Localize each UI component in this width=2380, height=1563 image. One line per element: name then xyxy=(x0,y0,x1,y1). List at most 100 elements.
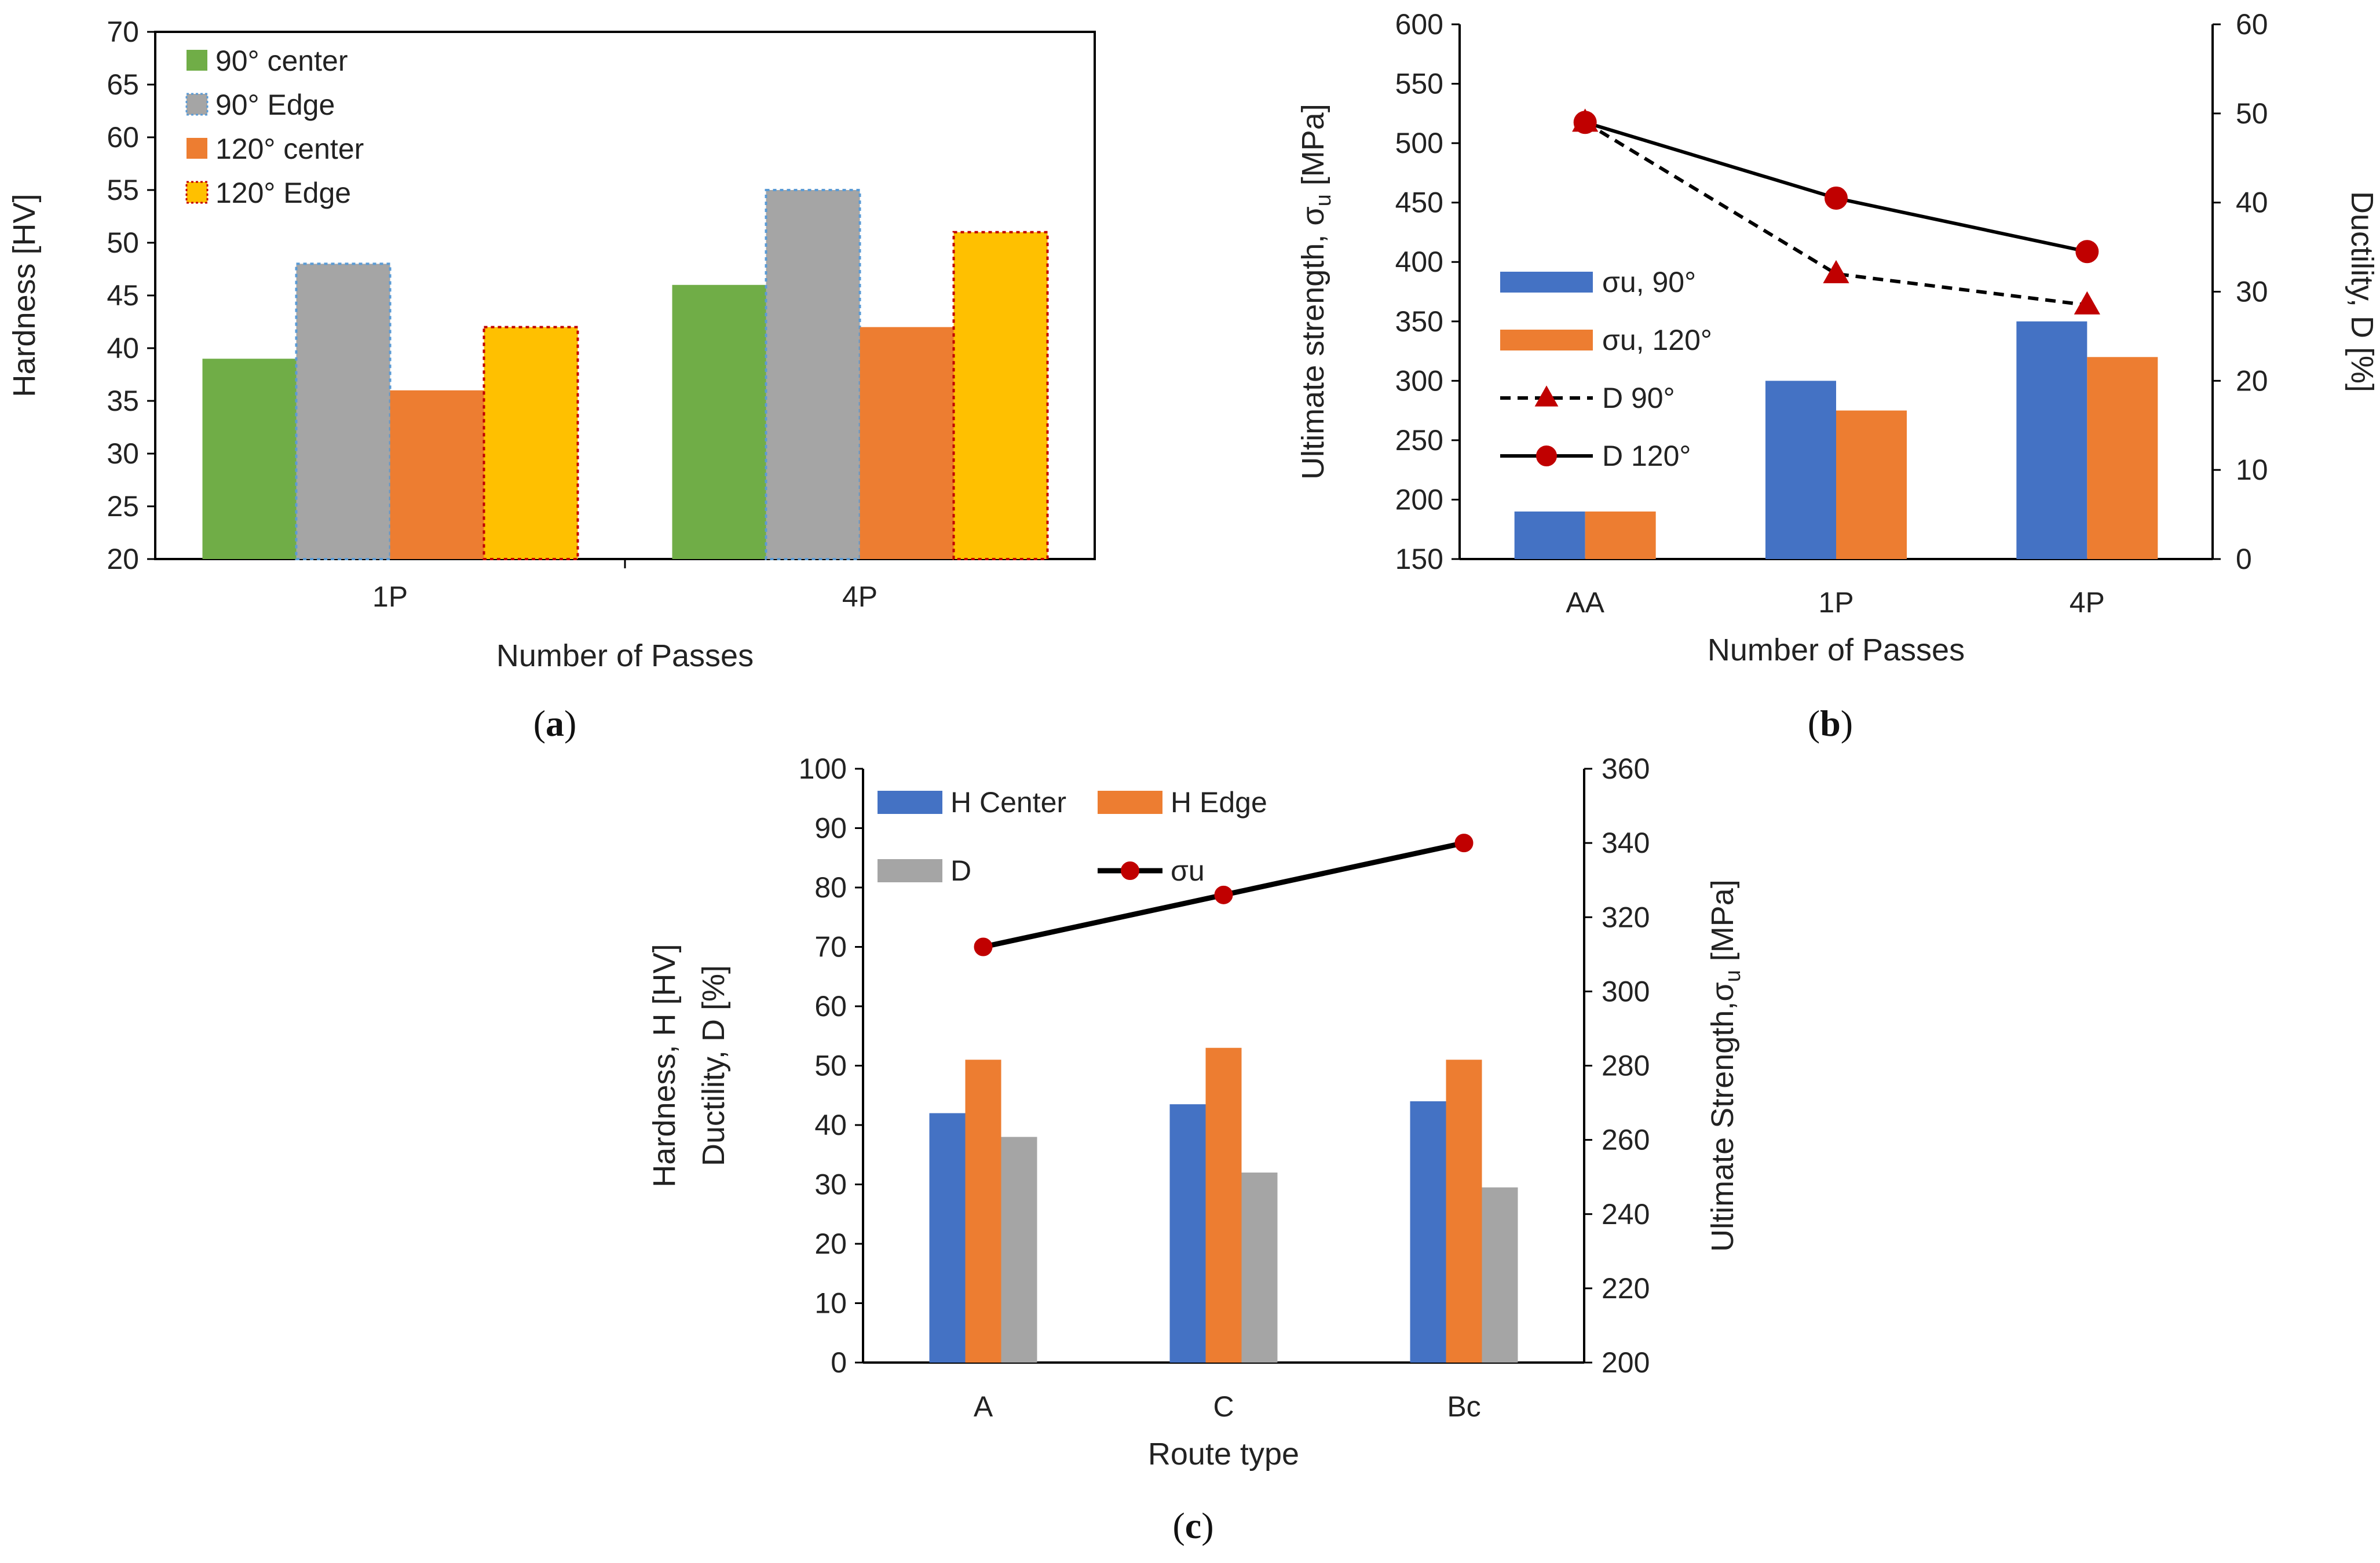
y-tick-label-left: 0 xyxy=(831,1346,847,1379)
y-tick-label-left: 550 xyxy=(1395,68,1443,100)
bar xyxy=(1001,1137,1037,1363)
x-tick-label: 1P xyxy=(1818,586,1853,619)
legend-swatch xyxy=(1500,272,1593,293)
y-tick-label: 45 xyxy=(107,279,139,312)
y-tick-label: 60 xyxy=(107,121,139,154)
x-tick-label: 4P xyxy=(2070,586,2105,619)
legend-swatch xyxy=(185,181,209,204)
legend-label: D 90° xyxy=(1602,382,1675,414)
y-axis-title-main: Ultimate Strength,σ xyxy=(1705,982,1740,1252)
bar xyxy=(1169,1104,1206,1363)
x-tick-label: A xyxy=(974,1390,993,1423)
y-axis-title-right: Ultimate Strength,σu [MPa] xyxy=(1705,879,1745,1252)
legend-label: 90° center xyxy=(215,45,348,77)
data-point xyxy=(2075,240,2099,264)
y-axis-title-left-2: Ductility, D [%] xyxy=(696,965,731,1166)
y-tick-label-left: 150 xyxy=(1395,543,1443,575)
y-tick-label-right: 0 xyxy=(2236,543,2252,575)
y-tick-label-right: 20 xyxy=(2236,364,2268,397)
y-tick-label-right: 280 xyxy=(1602,1050,1650,1082)
y-axis-title-unit: [MPa] xyxy=(1296,104,1330,194)
y-tick-label: 40 xyxy=(107,332,139,364)
bar xyxy=(1836,410,1907,559)
panel-label: (b) xyxy=(1808,703,1853,744)
y-tick-label-left: 40 xyxy=(814,1109,847,1141)
y-axis-title: Hardness [HV] xyxy=(7,193,42,397)
data-point xyxy=(974,937,993,956)
y-axis-title-sub: u xyxy=(1311,194,1336,206)
x-axis-title: Number of Passes xyxy=(496,638,754,673)
y-tick-label-right: 40 xyxy=(2236,187,2268,219)
legend-label: D 120° xyxy=(1602,440,1691,472)
data-point xyxy=(2074,291,2100,315)
data-point xyxy=(1573,111,1597,134)
y-tick-label-left: 250 xyxy=(1395,424,1443,457)
chart-c: 0 10 20 30 40 50 60 70 80 90 100 200 220 240 260 280 300… xyxy=(647,753,1745,1546)
data-point xyxy=(1454,834,1474,853)
y-tick-label-left: 350 xyxy=(1395,305,1443,338)
y-tick-label-left: 500 xyxy=(1395,127,1443,159)
y-tick-label-right: 300 xyxy=(1602,975,1650,1007)
y-tick-label-right: 30 xyxy=(2236,276,2268,308)
y-tick-label-left: 450 xyxy=(1395,187,1443,219)
y-axis-title-main: Ultimate strength, σ xyxy=(1296,206,1330,480)
y-tick-label-left: 50 xyxy=(814,1050,847,1082)
legend-swatch xyxy=(1098,791,1162,814)
bar xyxy=(1205,1047,1242,1363)
y-tick-label-right: 240 xyxy=(1602,1198,1650,1230)
legend-label: 90° Edge xyxy=(215,89,335,121)
y-tick-label-left: 10 xyxy=(814,1287,847,1320)
panel-letter: b xyxy=(1820,703,1841,744)
chart-b: 150 200 250 300 350 400 450 500 550 600 0 10 20 30 40 5… xyxy=(1296,8,2379,744)
bar xyxy=(1514,511,1585,559)
y-tick-label: 35 xyxy=(107,385,139,417)
x-tick-label: Bc xyxy=(1447,1390,1480,1423)
legend-marker xyxy=(1121,861,1139,880)
y-tick-label-left: 400 xyxy=(1395,246,1443,278)
data-point xyxy=(1823,260,1849,283)
bar xyxy=(965,1060,1001,1363)
bar xyxy=(1482,1187,1518,1363)
legend-label: H Edge xyxy=(1171,786,1267,819)
y-tick-label-left: 90 xyxy=(814,812,847,845)
y-tick-label-right: 340 xyxy=(1602,827,1650,859)
y-tick-label-left: 80 xyxy=(814,871,847,904)
bar xyxy=(2016,321,2087,559)
y-tick-label-right: 360 xyxy=(1602,753,1650,785)
legend-marker xyxy=(1536,445,1557,466)
legend-swatch xyxy=(878,859,942,882)
panel-label: (a) xyxy=(533,703,577,744)
legend-label: H Center xyxy=(950,786,1066,819)
y-tick-label-left: 20 xyxy=(814,1228,847,1260)
y-tick-label-right: 320 xyxy=(1602,901,1650,933)
y-tick-label: 25 xyxy=(107,490,139,523)
bar xyxy=(390,390,484,559)
y-tick-label: 50 xyxy=(107,227,139,259)
bar xyxy=(1765,381,1836,559)
legend-label: 120° center xyxy=(215,133,364,165)
bar xyxy=(860,327,954,559)
bar xyxy=(202,359,297,559)
data-point xyxy=(1214,885,1233,904)
legend-label: σu xyxy=(1171,854,1205,887)
y-axis-title-left-1: Hardness, H [HV] xyxy=(647,944,682,1187)
y-tick-label-left: 70 xyxy=(814,931,847,963)
panel-letter: a xyxy=(546,703,564,744)
legend-swatch xyxy=(187,138,207,159)
bar xyxy=(929,1113,966,1363)
y-tick-label-left: 200 xyxy=(1395,483,1443,516)
y-tick-label-right: 60 xyxy=(2236,8,2268,41)
y-tick-label-left: 60 xyxy=(814,990,847,1022)
x-tick-label: 1P xyxy=(372,580,408,613)
y-tick-label-left: 600 xyxy=(1395,8,1443,41)
y-tick-label-left: 300 xyxy=(1395,364,1443,397)
bar xyxy=(765,189,861,560)
bar xyxy=(482,326,579,560)
y-tick-label-right: 200 xyxy=(1602,1346,1650,1379)
bar xyxy=(1585,511,1656,559)
x-tick-label: 4P xyxy=(842,580,878,613)
legend-swatch xyxy=(185,93,209,116)
legend-label: 120° Edge xyxy=(215,177,351,209)
y-tick-label: 65 xyxy=(107,68,139,101)
bar xyxy=(1241,1173,1278,1363)
